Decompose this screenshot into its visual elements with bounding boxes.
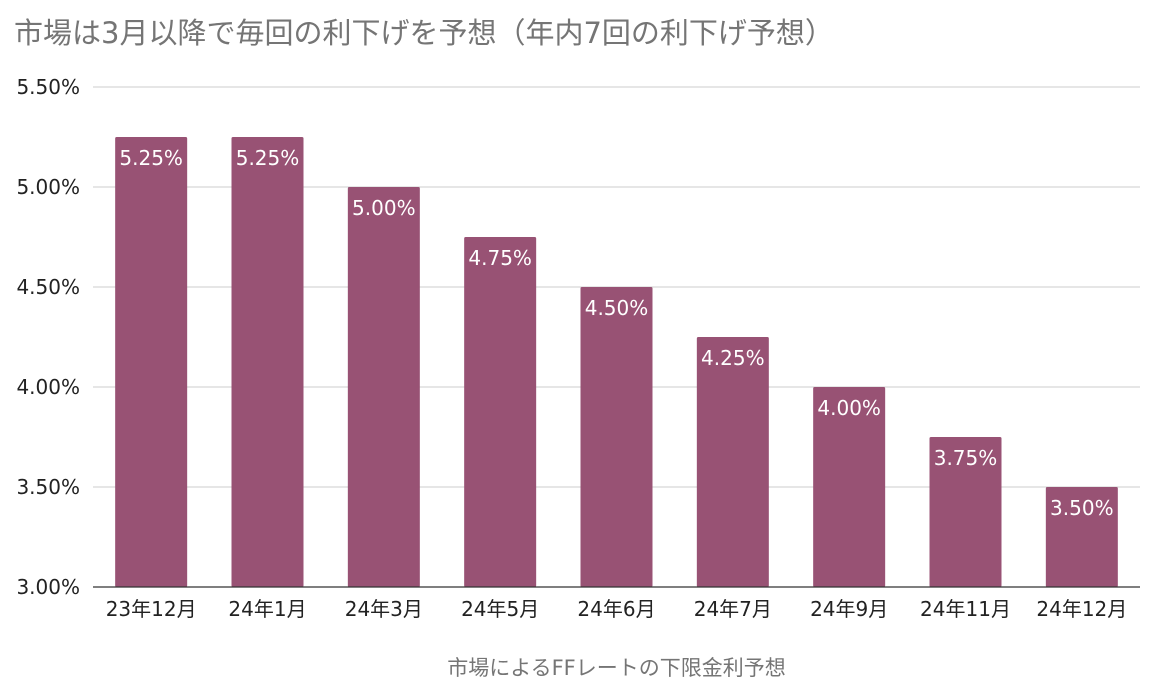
y-tick-label: 5.00% [16,175,80,199]
bars [115,137,1118,587]
x-tick-label: 24年9月 [810,597,888,621]
x-tick-label: 23年12月 [106,597,197,621]
x-tick-label: 24年12月 [1036,597,1127,621]
x-tick-label: 24年3月 [345,597,423,621]
bar [1045,487,1118,587]
y-tick-label: 4.00% [16,375,80,399]
y-tick-label: 3.00% [16,575,80,599]
bar [813,387,886,587]
bar [696,337,769,587]
data-labels: 5.25% 5.25% 5.00% 4.75% 4.50% 4.25% 4.00% 3.75%… [119,146,1113,520]
y-tick-label: 3.50% [16,475,80,499]
bar [115,137,188,587]
y-tick-label: 5.50% [16,75,80,99]
bar [929,437,1002,587]
data-label: 4.00% [817,396,881,420]
y-axis-ticks: 3.00% 3.50% 4.00% 4.50% 5.00% 5.50% [16,75,80,599]
x-tick-label: 24年11月 [920,597,1011,621]
y-tick-label: 4.50% [16,275,80,299]
bar [580,287,653,587]
x-axis-ticks: 23年12月 24年1月 24年3月 24年5月 24年6月 24年7月 24年9月 24年1… [106,597,1128,621]
data-label: 3.50% [1050,496,1114,520]
data-label: 5.25% [236,146,300,170]
data-label: 5.00% [352,196,416,220]
x-tick-label: 24年6月 [577,597,655,621]
chart-title: 市場は3月以降で毎回の利下げを予想（年内7回の利下げ予想） [14,16,834,50]
bar [231,137,304,587]
data-label: 3.75% [934,446,998,470]
data-label: 4.50% [585,296,649,320]
bar [347,187,420,587]
x-axis-title: 市場によるFFレートの下限金利予想 [447,656,786,680]
x-tick-label: 24年5月 [461,597,539,621]
data-label: 5.25% [119,146,183,170]
data-label: 4.25% [701,346,765,370]
bar [464,237,537,587]
data-label: 4.75% [468,246,532,270]
x-tick-label: 24年1月 [228,597,306,621]
x-tick-label: 24年7月 [694,597,772,621]
